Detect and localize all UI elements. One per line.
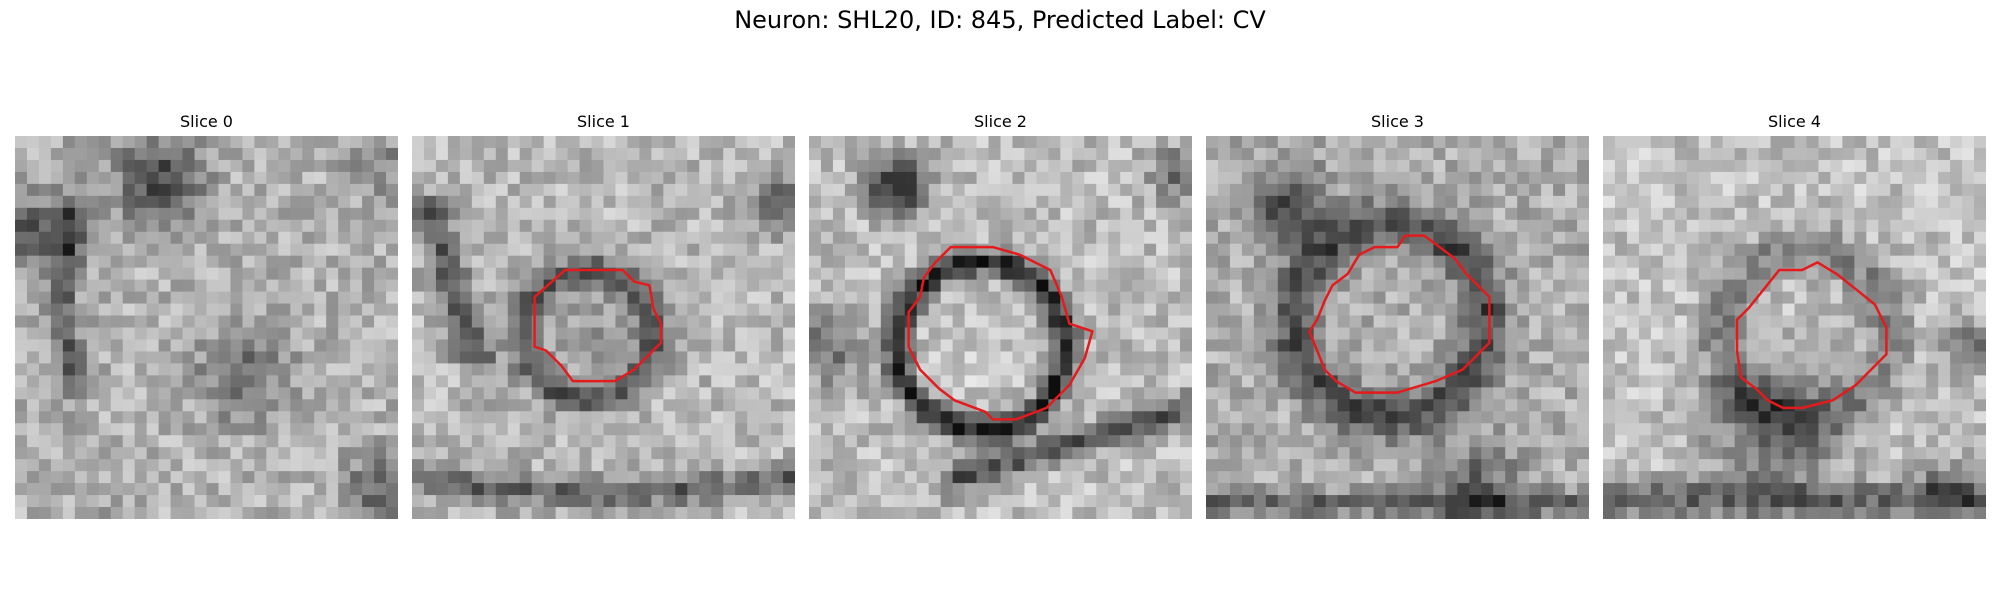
- slice-image-0: [15, 136, 398, 519]
- slice-panel-2: Slice 2: [809, 110, 1192, 519]
- slice-title-4: Slice 4: [1768, 112, 1821, 131]
- slice-panel-1: Slice 1: [412, 110, 795, 519]
- slice-image-2: [809, 136, 1192, 519]
- segmentation-contour: [1735, 261, 1888, 410]
- segmentation-contour: [907, 245, 1094, 421]
- slice-title-2: Slice 2: [974, 112, 1027, 131]
- figure-title: Neuron: SHL20, ID: 845, Predicted Label:…: [734, 6, 1266, 34]
- slice-title-1: Slice 1: [577, 112, 630, 131]
- slice-panel-3: Slice 3: [1206, 110, 1589, 519]
- segmentation-contour: [1308, 234, 1491, 394]
- segmentation-contour: [533, 268, 663, 383]
- slice-image-4: [1603, 136, 1986, 519]
- slice-image-1: [412, 136, 795, 519]
- slice-title-0: Slice 0: [180, 112, 233, 131]
- slice-image-3: [1206, 136, 1589, 519]
- slice-panel-0: Slice 0: [15, 110, 398, 519]
- slice-panel-4: Slice 4: [1603, 110, 1986, 519]
- slice-title-3: Slice 3: [1371, 112, 1424, 131]
